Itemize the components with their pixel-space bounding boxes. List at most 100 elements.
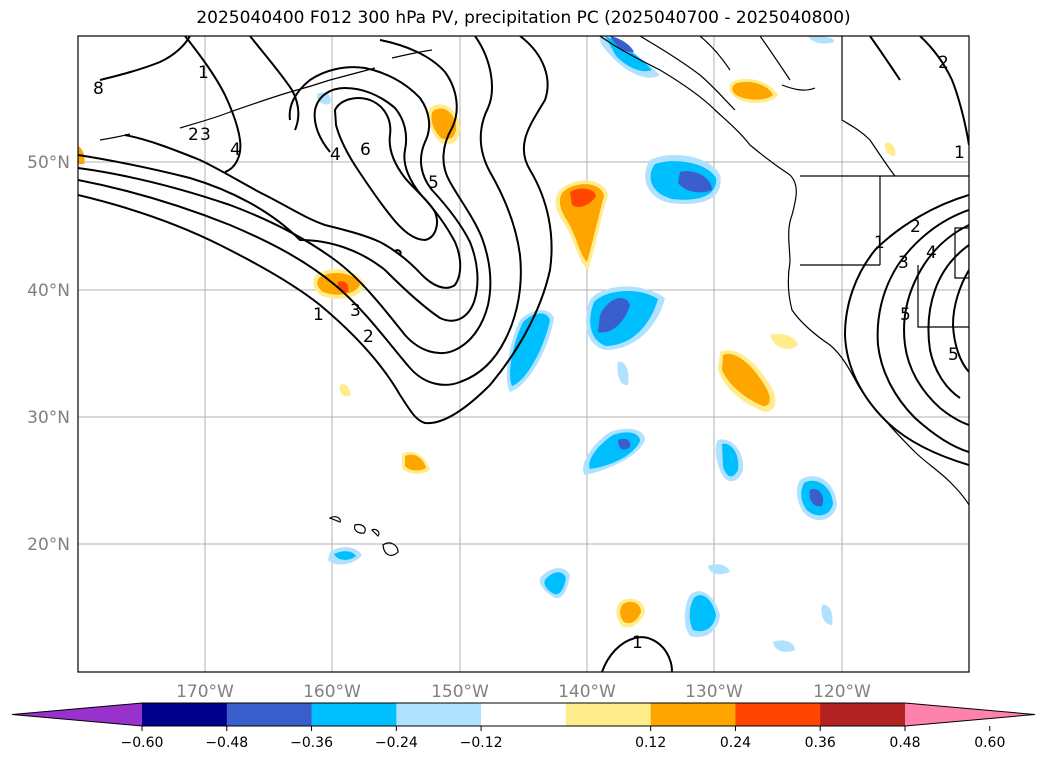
lon-label: 150°W [431, 682, 489, 702]
map-frame [77, 35, 970, 673]
colorbar-tick-label: 0.60 [974, 735, 1005, 751]
precip-negative-area [808, 36, 835, 44]
pv-contour [843, 194, 969, 466]
pv-contour [919, 36, 969, 146]
colorbar: −0.60 −0.48 −0.36 −0.24 −0.12 0.12 0.24 0.36 0.4… [11, 702, 1036, 751]
pv-contour [927, 244, 969, 399]
pv-contour [78, 66, 479, 322]
colorbar-segment [820, 703, 906, 726]
map-content [78, 36, 969, 672]
lat-label: 20°N [27, 535, 70, 555]
contour-label: 1 [954, 143, 965, 163]
pv-contour [869, 36, 901, 81]
precip-negative-area [618, 438, 631, 450]
precip-negative-area [821, 604, 833, 625]
longitude-labels: 170°W 160°W 150°W 140°W 130°W 120°W [176, 682, 871, 702]
colorbar-segment [650, 703, 736, 726]
lon-label: 140°W [558, 682, 616, 702]
precip-positive-area [722, 353, 770, 407]
contour-label: 2 [910, 217, 921, 237]
pv-contour [78, 39, 492, 354]
colorbar-tick-label: 0.36 [805, 735, 836, 751]
precip-positive-area [620, 601, 641, 624]
contour-label: 1 [632, 633, 643, 653]
contour-label: 1 [313, 305, 324, 325]
pv-contour [184, 36, 242, 173]
pv-contour [333, 97, 438, 242]
contour-label: 4 [230, 140, 241, 160]
precip-negative-area [316, 92, 331, 105]
contour-label: 2 [188, 125, 199, 145]
contour-label: 2 [363, 327, 374, 347]
contour-label: 3 [200, 125, 211, 145]
colorbar-tick-label: −0.24 [375, 735, 418, 751]
pv-contour [393, 249, 402, 257]
precip-negative-area [598, 297, 630, 333]
precip-negative-area [617, 361, 629, 386]
pv-contour [601, 636, 673, 672]
precip-positive-area [559, 184, 604, 262]
precip-negative-area [722, 443, 739, 477]
contour-label: 5 [428, 173, 439, 193]
precip-negative-area [678, 171, 712, 193]
contour-label: 1 [198, 63, 209, 83]
pv-contour [903, 224, 969, 426]
colorbar-tick-label: −0.12 [460, 735, 503, 751]
precip-positive-area [339, 384, 351, 397]
precip-negative-area [544, 572, 566, 595]
precip-negative-area [773, 640, 795, 652]
contour-label: 6 [360, 140, 371, 160]
lat-label: 30°N [27, 408, 70, 428]
precip-positive-area [884, 142, 896, 156]
pv-contours [78, 36, 969, 672]
colorbar-segment [142, 703, 228, 726]
precip-negative-area [689, 595, 716, 632]
pv-contour [78, 36, 553, 425]
precip-negative-area [334, 551, 356, 560]
map-title: 2025040400 F012 300 hPa PV, precipitatio… [196, 8, 851, 28]
lat-label: 40°N [27, 281, 70, 301]
precipitation-shading [78, 36, 896, 652]
contour-label: 4 [330, 145, 341, 165]
colorbar-tick-label: −0.36 [290, 735, 333, 751]
contour-label: 3 [898, 253, 909, 273]
colorbar-extend-max [905, 703, 1035, 726]
precip-negative-area [708, 564, 730, 575]
pv-contour [124, 86, 462, 289]
coastlines [99, 36, 969, 556]
colorbar-segment [226, 703, 313, 726]
pv-contour-labels: 8 1 2 3 4 4 6 5 3 2 1 1 2 3 4 5 5 1 2 1 [93, 53, 965, 653]
lat-label: 50°N [27, 153, 70, 173]
colorbar-segment [396, 703, 482, 726]
precip-negative-area [809, 489, 824, 507]
precip-negative-area [610, 36, 634, 53]
contour-label: 2 [938, 53, 949, 73]
pv-contour [876, 209, 969, 453]
gridlines [78, 36, 969, 672]
colorbar-segment [735, 703, 821, 726]
lon-label: 120°W [813, 682, 871, 702]
latitude-labels: 50°N 40°N 30°N 20°N [27, 153, 70, 555]
colorbar-segment [481, 703, 567, 726]
precip-positive-area [732, 81, 773, 100]
colorbar-tick-label: −0.60 [121, 735, 164, 751]
colorbar-extend-min [12, 703, 142, 726]
precip-positive-area [770, 333, 798, 349]
lon-label: 130°W [685, 682, 743, 702]
contour-label: 1 [874, 233, 885, 253]
contour-label: 4 [926, 243, 937, 263]
pv-contour [78, 36, 522, 386]
colorbar-tick-label: −0.48 [205, 735, 248, 751]
lon-label: 160°W [303, 682, 361, 702]
contour-label: 5 [948, 345, 959, 365]
pv-contour [951, 269, 969, 373]
precip-positive-area [570, 188, 596, 207]
precip-positive-area [405, 454, 426, 471]
colorbar-segment [565, 703, 652, 726]
colorbar-tick-label: 0.24 [720, 735, 751, 751]
contour-label: 8 [93, 79, 104, 99]
colorbar-segment [311, 703, 397, 726]
precip-negative-area [510, 313, 550, 386]
colorbar-tick-label: 0.48 [889, 735, 920, 751]
